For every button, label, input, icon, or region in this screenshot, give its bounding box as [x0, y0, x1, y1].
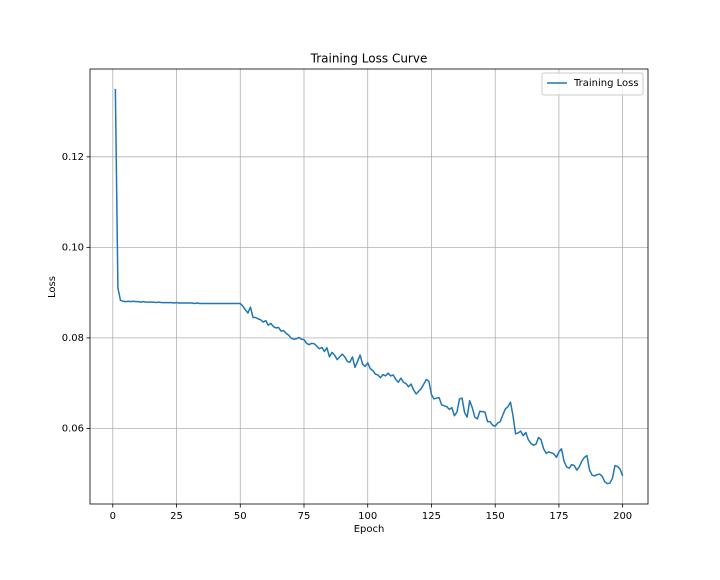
y-tick-label: 0.08: [62, 333, 84, 344]
x-tick-label: 150: [486, 511, 505, 522]
x-axis-label: Epoch: [354, 524, 385, 535]
x-tick-label: 0: [110, 511, 116, 522]
x-tick-label: 200: [613, 511, 632, 522]
data-line: [114, 88, 624, 485]
x-tick-label: 100: [358, 511, 377, 522]
x-tick-label: 75: [298, 511, 311, 522]
x-tick-label: 175: [549, 511, 568, 522]
legend-box: [541, 72, 644, 96]
y-tick-label: 0.06: [62, 423, 84, 434]
axes-frame: [89, 68, 649, 505]
legend-label: Training Loss: [573, 78, 639, 89]
y-axis-label: Loss: [47, 276, 58, 298]
x-tick-label: 125: [422, 511, 441, 522]
chart-title: Training Loss Curve: [310, 52, 428, 66]
x-tick-label: 25: [170, 511, 183, 522]
y-tick-label: 0.12: [62, 152, 84, 163]
y-tick-label: 0.10: [62, 242, 84, 253]
x-tick-label: 50: [234, 511, 247, 522]
